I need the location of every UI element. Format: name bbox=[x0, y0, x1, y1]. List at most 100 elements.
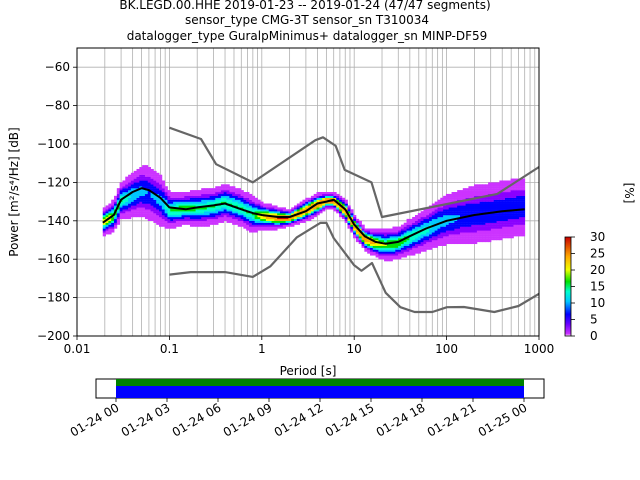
density-cell bbox=[226, 197, 230, 200]
timeline-coverage-top bbox=[116, 379, 524, 386]
density-cell bbox=[330, 207, 334, 210]
density-cell bbox=[476, 184, 481, 187]
density-cell bbox=[299, 213, 303, 216]
density-cell bbox=[493, 205, 497, 208]
density-cell bbox=[102, 211, 106, 214]
density-cell bbox=[232, 188, 236, 191]
density-cell bbox=[119, 207, 123, 210]
density-cell bbox=[116, 195, 121, 198]
density-cell bbox=[305, 207, 309, 210]
density-cell bbox=[445, 222, 450, 225]
density-cell bbox=[201, 190, 205, 193]
density-cell bbox=[237, 205, 241, 208]
density-cell bbox=[409, 220, 413, 223]
density-cell bbox=[153, 199, 157, 202]
density-cell bbox=[161, 186, 166, 189]
density-cell bbox=[426, 216, 430, 220]
density-cell bbox=[164, 218, 168, 221]
density-cell bbox=[459, 213, 464, 216]
density-cell bbox=[184, 199, 188, 202]
timeline-coverage-bottom bbox=[116, 386, 524, 398]
density-cell bbox=[330, 205, 334, 208]
density-cell bbox=[417, 249, 422, 252]
density-cell bbox=[178, 209, 182, 212]
density-cell bbox=[502, 207, 506, 210]
density-cell bbox=[516, 199, 520, 202]
density-cell bbox=[474, 216, 478, 220]
density-cell bbox=[395, 228, 399, 231]
density-cell bbox=[471, 220, 475, 223]
density-cell bbox=[409, 238, 413, 241]
density-cell bbox=[319, 197, 323, 200]
density-cell bbox=[260, 215, 264, 218]
density-cell bbox=[431, 218, 436, 221]
density-cell bbox=[409, 222, 413, 225]
density-cell bbox=[310, 197, 315, 200]
density-cell bbox=[372, 251, 376, 254]
density-cell bbox=[496, 199, 500, 202]
density-cell bbox=[457, 232, 461, 235]
density-cell bbox=[499, 226, 503, 229]
density-cell bbox=[189, 192, 194, 195]
density-cell bbox=[474, 241, 478, 245]
density-cell bbox=[310, 207, 315, 210]
density-cell bbox=[164, 226, 168, 229]
density-cell bbox=[175, 203, 180, 206]
density-cell bbox=[209, 207, 213, 210]
density-cell bbox=[263, 216, 267, 220]
density-cell bbox=[206, 211, 211, 214]
density-cell bbox=[282, 209, 286, 212]
density-cell bbox=[156, 197, 160, 200]
density-cell bbox=[482, 203, 486, 206]
density-cell bbox=[122, 207, 126, 210]
density-cell bbox=[519, 213, 523, 216]
density-cell bbox=[105, 215, 109, 218]
density-cell bbox=[299, 218, 303, 221]
density-cell bbox=[384, 253, 388, 256]
density-cell bbox=[173, 205, 177, 208]
density-cell bbox=[150, 178, 154, 181]
density-cell bbox=[474, 186, 478, 189]
density-cell bbox=[459, 190, 464, 193]
density-cell bbox=[440, 207, 444, 210]
density-cell bbox=[344, 205, 348, 208]
density-cell bbox=[443, 213, 447, 216]
density-cell bbox=[192, 205, 196, 208]
density-cell bbox=[488, 230, 492, 233]
density-cell bbox=[431, 236, 436, 239]
density-cell bbox=[175, 215, 180, 218]
density-cell bbox=[426, 213, 430, 216]
density-cell bbox=[206, 193, 211, 197]
density-cell bbox=[232, 215, 236, 218]
density-cell bbox=[459, 215, 464, 218]
density-cell bbox=[406, 253, 410, 256]
density-cell bbox=[505, 234, 509, 237]
density-cell bbox=[462, 213, 467, 216]
density-cell bbox=[237, 195, 241, 198]
density-cell bbox=[156, 172, 160, 175]
density-cell bbox=[459, 195, 464, 198]
density-cell bbox=[142, 205, 146, 208]
density-cell bbox=[144, 195, 149, 198]
density-cell bbox=[443, 224, 447, 227]
density-cell bbox=[389, 228, 393, 231]
density-cell bbox=[499, 182, 503, 185]
density-cell bbox=[496, 220, 500, 223]
density-cell bbox=[381, 255, 385, 258]
density-cell bbox=[372, 241, 376, 245]
density-cell bbox=[153, 176, 157, 179]
density-cell bbox=[423, 209, 427, 212]
density-cell bbox=[206, 213, 211, 216]
density-cell bbox=[139, 195, 143, 198]
density-cell bbox=[181, 205, 185, 208]
density-cell bbox=[144, 209, 149, 212]
density-cell bbox=[263, 218, 267, 221]
density-cell bbox=[457, 226, 461, 229]
density-cell bbox=[386, 232, 391, 235]
density-cell bbox=[423, 243, 427, 246]
density-cell bbox=[403, 228, 407, 231]
density-cell bbox=[482, 226, 486, 229]
density-cell bbox=[226, 186, 230, 189]
density-cell bbox=[260, 220, 264, 223]
density-cell bbox=[384, 245, 388, 248]
